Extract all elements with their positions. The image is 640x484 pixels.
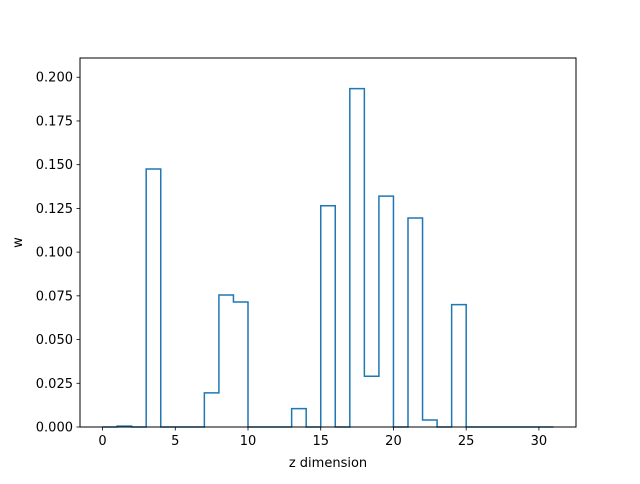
x-tick-label: 25 (458, 434, 475, 449)
y-tick-label: 0.125 (36, 202, 73, 217)
x-tick-label: 15 (312, 434, 329, 449)
x-axis-label: z dimension (289, 456, 367, 471)
x-axis: 0 5 10 15 20 25 30 (98, 427, 547, 449)
y-tick-label: 0.100 (36, 246, 73, 261)
y-axis-label: w (11, 237, 26, 248)
x-tick-label: 20 (385, 434, 402, 449)
y-tick-label: 0.025 (36, 377, 73, 392)
y-tick-label: 0.175 (36, 114, 73, 129)
y-tick-label: 0.050 (36, 333, 73, 348)
y-axis: 0.000 0.025 0.050 0.075 0.100 0.125 0.150 0.175… (36, 71, 80, 436)
y-tick-label: 0.075 (36, 289, 73, 304)
y-tick-label: 0.000 (36, 421, 73, 436)
x-tick-label: 10 (240, 434, 257, 449)
x-tick-label: 0 (98, 434, 106, 449)
plot-frame (79, 57, 577, 428)
y-tick-label: 0.150 (36, 158, 73, 173)
y-tick-label: 0.200 (36, 71, 73, 86)
x-tick-label: 30 (531, 434, 548, 449)
x-tick-label: 5 (171, 434, 179, 449)
